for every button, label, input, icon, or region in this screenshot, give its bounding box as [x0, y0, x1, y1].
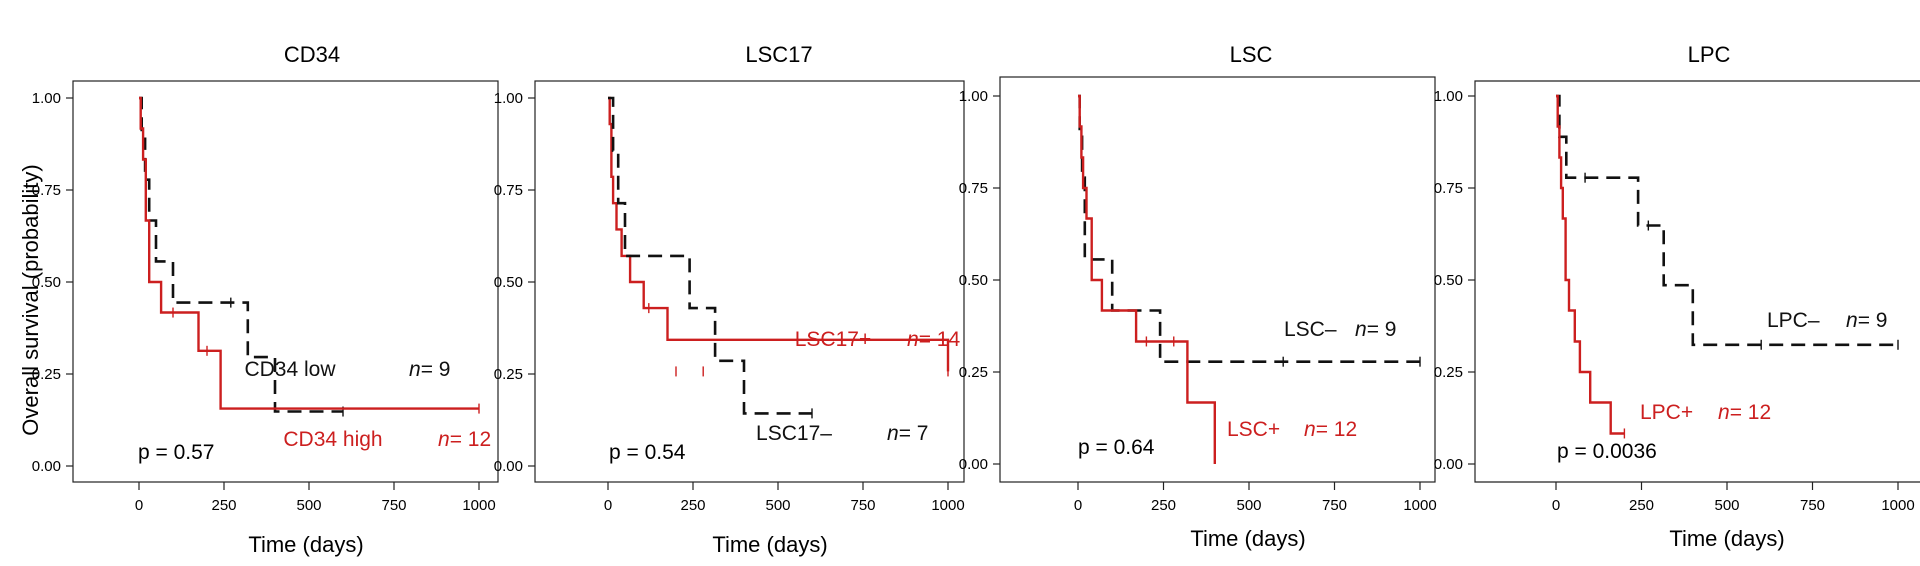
x-tick-label: 500 — [765, 497, 790, 514]
x-tick-label: 1000 — [1403, 497, 1436, 514]
x-tick-label: 250 — [1151, 497, 1176, 514]
y-tick-label: 0.00 — [32, 458, 61, 475]
p-value: p = 0.57 — [138, 441, 214, 464]
survival-curve-lsc17- — [608, 96, 812, 415]
panel-lsc17: LSC17 0.00 0.25 0.50 0.75 1.00 0 250 500 750 1000 T… — [494, 42, 965, 557]
x-tick-label: 750 — [381, 497, 406, 514]
x-tick-label: 250 — [1629, 497, 1654, 514]
y-tick-label: 0.75 — [1434, 180, 1463, 197]
legend-label: LPC– — [1767, 309, 1820, 332]
p-value: p = 0.0036 — [1557, 440, 1657, 463]
plot-frame — [1474, 80, 1920, 483]
legend-label: LSC17+ — [795, 328, 871, 351]
x-tick-label: 1000 — [1881, 497, 1914, 514]
survival-curve-lsc- — [1078, 94, 1217, 464]
p-value: p = 0.54 — [609, 441, 686, 464]
y-axis-label: Overall survival (probability) — [18, 164, 43, 435]
legend-count: n= 12 — [438, 428, 491, 451]
legend-count: n= 12 — [1718, 401, 1771, 424]
y-tick-label: 1.00 — [959, 88, 988, 105]
legend-count: n= 14 — [907, 328, 960, 351]
legend-count: n= 7 — [887, 422, 928, 445]
y-tick-label: 0.50 — [32, 274, 61, 291]
panel-cd34: CD34 0.00 0.25 0.50 0.75 1.00 0 250 500 750 1000 Ti… — [32, 42, 499, 557]
survival-curve-lpc- — [1556, 94, 1898, 347]
x-axis-label: Time (days) — [1669, 526, 1784, 551]
x-axis-label: Time (days) — [1190, 526, 1305, 551]
legend-label: LSC+ — [1227, 418, 1280, 441]
x-tick-label: 250 — [680, 497, 705, 514]
panel-title: LSC17 — [745, 42, 812, 67]
y-tick-label: 0.50 — [494, 274, 523, 291]
y-tick-label: 1.00 — [494, 90, 523, 107]
legend-label: LPC+ — [1640, 401, 1693, 424]
legend-count: n= 9 — [1846, 309, 1887, 332]
y-tick-label: 0.00 — [1434, 456, 1463, 473]
survival-curve-lsc17- — [608, 96, 950, 372]
survival-curve-lpc- — [1556, 94, 1625, 435]
legend-count: n= 12 — [1304, 418, 1357, 441]
y-tick-label: 0.25 — [32, 366, 61, 383]
x-axis-label: Time (days) — [248, 532, 363, 557]
x-tick-label: 1000 — [931, 497, 964, 514]
y-tick-label: 0.25 — [959, 364, 988, 381]
x-axis-label: Time (days) — [712, 532, 827, 557]
y-tick-label: 1.00 — [32, 90, 61, 107]
survival-curve-lsc- — [1078, 94, 1420, 364]
panel-lpc: LPC 0.00 0.25 0.50 0.75 1.00 0 250 500 750 1000 Tim… — [1434, 42, 1920, 551]
plot-frame — [72, 80, 499, 483]
x-tick-label: 500 — [1236, 497, 1261, 514]
x-tick-label: 750 — [1322, 497, 1347, 514]
x-tick-label: 750 — [850, 497, 875, 514]
x-tick-label: 500 — [1714, 497, 1739, 514]
x-tick-label: 0 — [135, 497, 143, 514]
y-tick-label: 0.50 — [959, 272, 988, 289]
panel-title: LSC — [1230, 42, 1273, 67]
panel-lsc: LSC 0.00 0.25 0.50 0.75 1.00 0 250 500 750 1000 Tim… — [959, 42, 1437, 551]
x-tick-label: 1000 — [462, 497, 495, 514]
y-tick-label: 0.00 — [494, 458, 523, 475]
survival-curve-cd34-high — [139, 96, 479, 410]
y-tick-label: 0.75 — [494, 182, 523, 199]
legend-label: LSC17– — [756, 422, 832, 445]
x-tick-label: 0 — [604, 497, 612, 514]
y-tick-label: 0.75 — [959, 180, 988, 197]
y-tick-label: 1.00 — [1434, 88, 1463, 105]
p-value: p = 0.64 — [1078, 436, 1155, 459]
x-tick-label: 500 — [296, 497, 321, 514]
x-tick-label: 0 — [1552, 497, 1560, 514]
legend-label: CD34 low — [244, 358, 336, 381]
legend-count: n= 9 — [409, 358, 450, 381]
legend-label: CD34 high — [283, 428, 382, 451]
y-tick-label: 0.75 — [32, 182, 61, 199]
y-tick-label: 0.00 — [959, 456, 988, 473]
legend-label: LSC– — [1284, 318, 1337, 341]
y-tick-label: 0.25 — [494, 366, 523, 383]
y-tick-label: 0.50 — [1434, 272, 1463, 289]
panel-title: LPC — [1688, 42, 1731, 67]
panel-title: CD34 — [284, 42, 340, 67]
y-tick-label: 0.25 — [1434, 364, 1463, 381]
x-tick-label: 0 — [1074, 497, 1082, 514]
x-tick-label: 750 — [1800, 497, 1825, 514]
x-tick-label: 250 — [211, 497, 236, 514]
plot-frame — [999, 76, 1436, 483]
legend-count: n= 9 — [1355, 318, 1396, 341]
